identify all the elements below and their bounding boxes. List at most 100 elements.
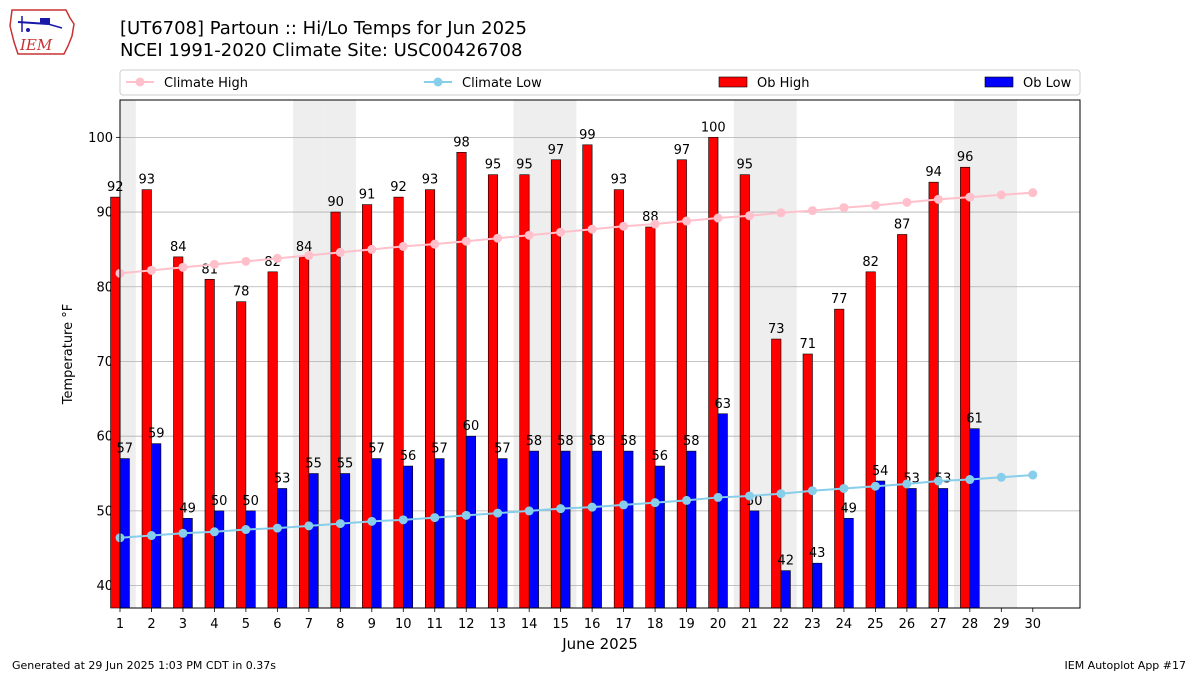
ob-high-label-day-13: 95 [485, 158, 502, 173]
ob-low-bar-day-27 [938, 488, 949, 609]
climate-high-point-day-30 [1028, 188, 1038, 198]
x-tick-label-5: 5 [242, 617, 250, 632]
climate-high-point-day-2 [146, 265, 156, 275]
climate-high-point-day-4 [209, 259, 219, 269]
climate-high-point-day-5 [241, 256, 251, 266]
climate-high-point-day-22 [776, 208, 786, 218]
ob-high-bar-day-25 [865, 271, 876, 609]
climate-low-point-day-18 [650, 498, 660, 508]
ob-high-bar-day-27 [928, 181, 939, 609]
plot-frame [119, 99, 1081, 609]
ob-high-label-day-16: 99 [579, 128, 596, 143]
ob-low-bar-day-28 [969, 428, 980, 609]
ob-low-bar-day-19 [686, 450, 697, 609]
climate-low-point-day-23 [807, 486, 817, 496]
climate-low-point-day-14 [524, 506, 534, 516]
ob-low-label-day-10: 56 [400, 449, 417, 464]
ob-high-label-day-9: 91 [359, 188, 376, 203]
climate-low-point-day-3 [178, 528, 188, 538]
ob-high-bar-day-17 [613, 189, 624, 609]
climate-low-point-day-22 [776, 489, 786, 499]
ob-high-bar-day-3 [173, 256, 184, 609]
climate-low-point-day-25 [870, 481, 880, 491]
weekend-shade-day-29 [985, 100, 1018, 608]
x-tick-label-7: 7 [305, 617, 313, 632]
ob-low-label-day-25: 54 [872, 464, 889, 479]
ob-low-label-day-19: 58 [683, 434, 700, 449]
ob-low-label-day-11: 57 [431, 442, 448, 457]
ob-high-label-day-17: 93 [611, 173, 628, 188]
x-tick-label-23: 23 [804, 617, 821, 632]
climate-high-line [119, 191, 1033, 275]
ob-high-bar-day-24 [834, 308, 845, 609]
climate-low-point-day-29 [996, 472, 1006, 482]
ob-high-bar-day-2 [141, 189, 152, 609]
y-tick-label-70: 70 [96, 355, 113, 370]
x-tick-label-8: 8 [336, 617, 344, 632]
x-tick-label-25: 25 [867, 617, 884, 632]
climate-high-point-day-12 [461, 236, 471, 246]
ob-low-label-day-22: 42 [777, 554, 794, 569]
climate-low-point-day-2 [146, 531, 156, 541]
ob-low-bar-day-1 [119, 458, 130, 609]
x-tick-label-26: 26 [899, 617, 916, 632]
climate-high-point-day-28 [965, 192, 975, 202]
climate-high-point-day-7 [304, 250, 314, 260]
ob-high-bar-day-20 [708, 137, 719, 609]
climate-low-line [119, 474, 1033, 539]
ob-high-label-day-3: 84 [170, 240, 187, 255]
x-tick-label-27: 27 [930, 617, 947, 632]
x-tick-label-12: 12 [458, 617, 475, 632]
iem-logo: IEM [8, 6, 80, 58]
ob-low-label-day-14: 58 [526, 434, 543, 449]
ob-high-bar-day-19 [676, 159, 687, 609]
ob-high-label-day-12: 98 [453, 135, 470, 150]
ob-high-label-day-5: 78 [233, 285, 250, 300]
ob-low-bar-day-20 [717, 413, 728, 609]
climate-high-point-day-3 [178, 262, 188, 272]
ob-high-label-day-21: 95 [737, 158, 754, 173]
ob-high-bar-day-11 [425, 189, 436, 609]
x-axis-label: June 2025 [561, 635, 638, 653]
ob-low-label-day-9: 57 [368, 442, 385, 457]
ob-low-label-day-7: 55 [305, 457, 322, 472]
ob-low-bar-day-2 [151, 443, 162, 609]
ob-high-label-day-10: 92 [390, 180, 407, 195]
climate-high-point-day-23 [807, 206, 817, 216]
ob-low-bar-day-21 [749, 510, 760, 609]
climate-high-point-day-19 [682, 216, 692, 226]
x-tick-label-29: 29 [993, 617, 1010, 632]
x-tick-label-10: 10 [395, 617, 412, 632]
ob-high-label-day-24: 77 [831, 292, 848, 307]
ob-low-label-day-2: 59 [148, 427, 165, 442]
ob-low-label-day-5: 50 [242, 494, 259, 509]
ob-low-bar-day-10 [402, 465, 414, 609]
ob-low-label-day-8: 55 [337, 457, 354, 472]
ob-high-label-day-20: 100 [701, 120, 726, 135]
ob-low-bar-day-26 [906, 488, 917, 609]
ob-high-bar-day-1 [110, 196, 121, 609]
climate-low-point-day-27 [933, 476, 943, 486]
climate-high-point-day-25 [870, 200, 880, 210]
x-tick-label-6: 6 [273, 617, 281, 632]
ob-high-bar-day-4 [204, 278, 215, 609]
ob-low-bar-day-11 [434, 458, 445, 609]
ob-low-label-day-20: 63 [714, 397, 731, 412]
ob-high-label-day-25: 82 [862, 255, 879, 270]
ob-high-bar-day-5 [236, 301, 247, 609]
x-tick-label-14: 14 [521, 617, 538, 632]
legend-ob-high-swatch [718, 76, 748, 88]
legend-box [119, 69, 1081, 96]
climate-low-point-day-11 [430, 513, 440, 523]
climate-high-point-day-17 [619, 221, 629, 231]
y-tick-label-80: 80 [96, 280, 113, 295]
climate-low-point-day-16 [587, 502, 597, 512]
climate-high-point-day-14 [524, 230, 534, 240]
ob-low-bar-day-4 [214, 510, 225, 609]
climate-high-point-day-10 [398, 241, 408, 251]
ob-low-bar-day-17 [623, 450, 634, 609]
climate-high-point-day-29 [996, 190, 1006, 200]
ob-low-label-day-23: 43 [809, 546, 826, 561]
climate-low-point-day-10 [398, 515, 408, 525]
climate-low-point-day-6 [272, 523, 282, 533]
